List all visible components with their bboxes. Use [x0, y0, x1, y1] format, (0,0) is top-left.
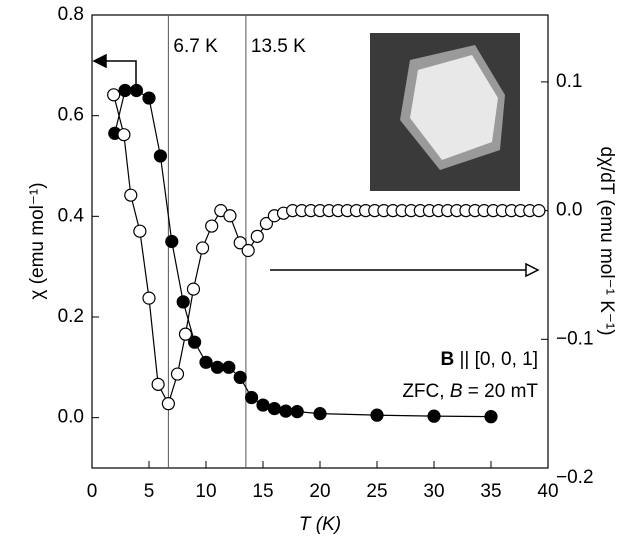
arrow-head: [525, 262, 540, 278]
data-point: [233, 370, 247, 384]
data-point: [313, 407, 327, 421]
y2-axis-label: dχ/dT (emu mol⁻¹ K⁻¹): [596, 146, 617, 335]
inset-photo: [370, 33, 520, 191]
data-point: [484, 410, 498, 424]
text: ZFC,: [402, 381, 450, 402]
data-point: [118, 83, 132, 98]
y-tick-label: 0.2: [58, 306, 84, 327]
crystal: [410, 55, 498, 160]
x-tick-label: 25: [366, 481, 387, 502]
condition-line: B || [0, 0, 1]: [440, 349, 538, 370]
symbol: B: [440, 349, 454, 370]
data-point: [161, 397, 175, 411]
data-point: [176, 295, 190, 309]
annotation: 6.7 K: [173, 36, 218, 57]
annotation: 13.5 K: [251, 36, 306, 57]
data-point: [223, 209, 237, 223]
arrow-head: [92, 53, 107, 69]
y-axis-label: χ (emu mol⁻¹): [27, 182, 48, 299]
data-point: [151, 377, 165, 391]
x-tick-label: 40: [537, 481, 558, 502]
data-point: [250, 229, 264, 243]
y2-tick-label: −0.1: [556, 328, 594, 349]
right-arrow: [270, 262, 540, 278]
data-point: [124, 188, 138, 202]
data-point: [199, 355, 213, 369]
data-point: [195, 241, 210, 255]
x-tick-label: 15: [252, 481, 273, 502]
condition-line: ZFC, B = 20 mT: [402, 381, 538, 402]
data-point: [153, 149, 167, 163]
data-point: [107, 88, 121, 102]
y2-tick-label: 0.1: [556, 71, 582, 92]
data-point: [205, 219, 219, 233]
left-arrow: [92, 53, 137, 84]
data-point: [279, 404, 293, 418]
y2-tick-label: 0.0: [556, 200, 582, 221]
data-point: [210, 360, 224, 374]
data-point: [117, 128, 131, 142]
data-point: [259, 216, 274, 231]
data-point: [133, 224, 147, 238]
arrow-line: [104, 60, 137, 84]
data-point: [170, 367, 185, 381]
data-point: [427, 409, 441, 423]
data-point: [245, 390, 259, 405]
y-tick-label: 0.0: [58, 407, 84, 428]
x-tick-label: 5: [144, 481, 155, 502]
data-point: [290, 405, 304, 419]
x-tick-label: 10: [195, 481, 216, 502]
data-point: [267, 402, 281, 416]
y2-tick-label: −0.2: [556, 467, 594, 488]
x-axis-label: T (K): [299, 514, 341, 535]
text: = 20 mT: [463, 381, 539, 402]
y-tick-label: 0.6: [58, 105, 84, 126]
x-tick-label: 20: [309, 481, 330, 502]
data-point: [370, 408, 384, 422]
data-point: [142, 291, 156, 305]
data-point: [186, 282, 201, 296]
data-point: [256, 398, 270, 412]
x-tick-label: 0: [87, 481, 98, 502]
y-tick-label: 0.4: [58, 205, 85, 226]
data-point: [129, 83, 144, 98]
data-point: [178, 327, 193, 341]
x-tick-label: 30: [423, 481, 444, 502]
text: || [0, 0, 1]: [454, 349, 538, 370]
x-tick-label: 35: [480, 481, 501, 502]
data-point: [233, 236, 247, 250]
data-point: [142, 91, 156, 105]
data-point: [222, 360, 236, 374]
symbol: B: [450, 381, 463, 402]
y-tick-label: 0.8: [58, 4, 84, 25]
data-point: [241, 243, 255, 258]
data-point: [532, 204, 546, 218]
data-point: [165, 234, 179, 249]
data-point: [188, 335, 202, 349]
